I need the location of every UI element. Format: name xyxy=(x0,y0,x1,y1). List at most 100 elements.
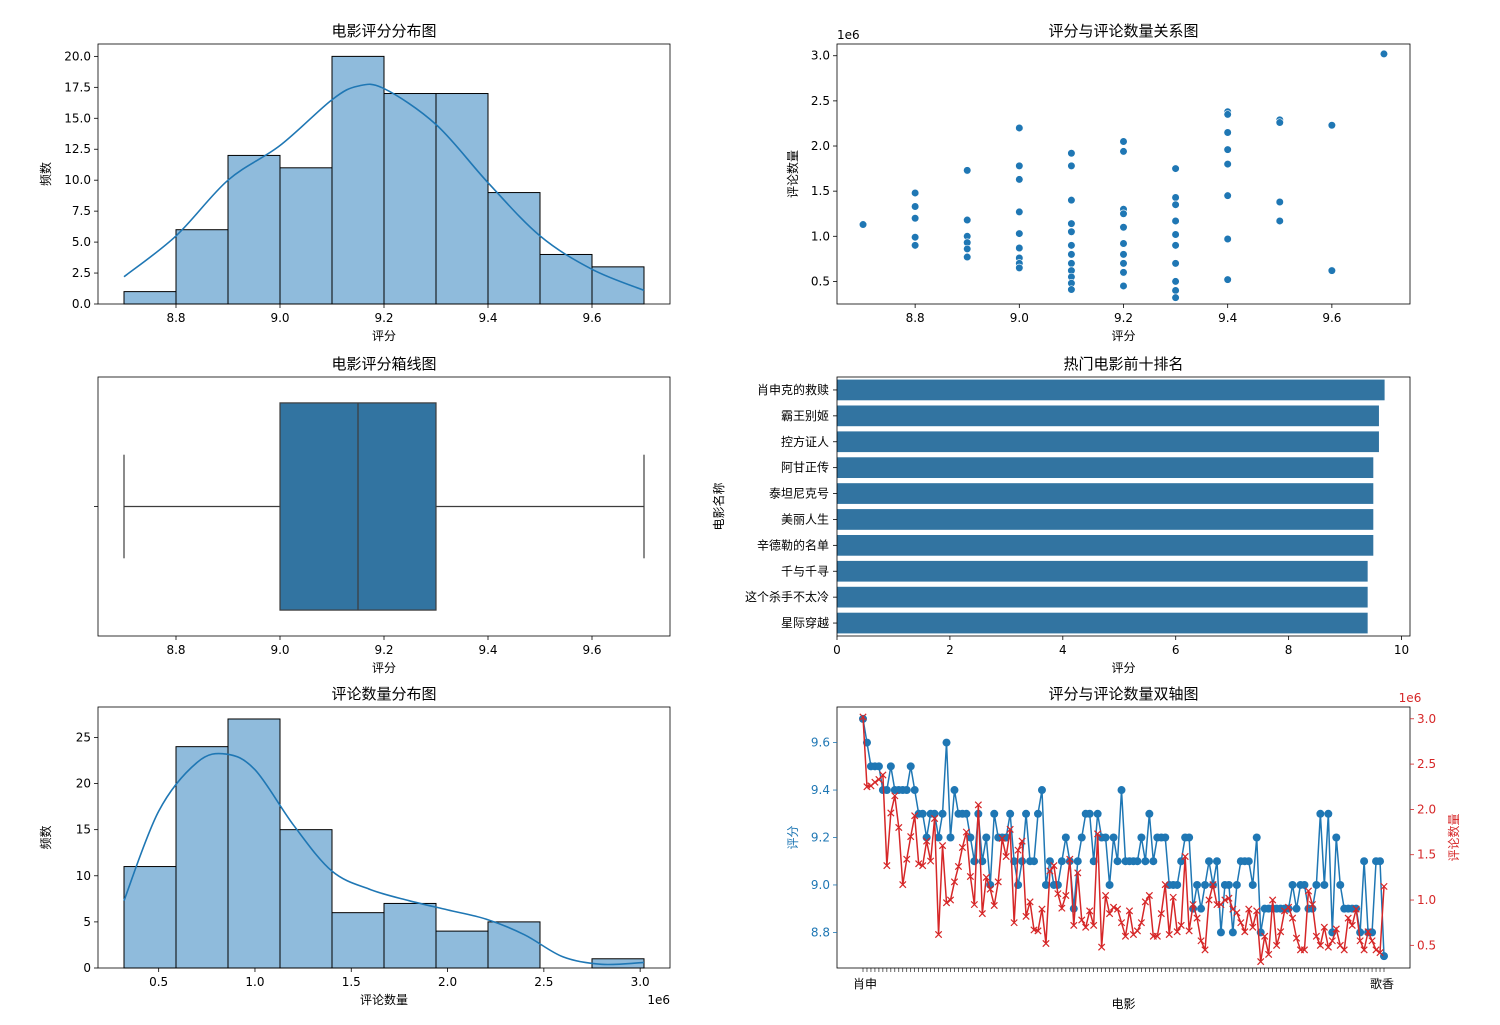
comments-hist-kde-line xyxy=(123,752,645,966)
box-title: 电影评分箱线图 xyxy=(331,355,436,373)
dual-comments-marker xyxy=(1145,891,1153,900)
rating-hist-y-tick-label: 15.0 xyxy=(64,111,91,125)
dual-rating-marker xyxy=(1288,880,1297,889)
dual-comments-marker xyxy=(923,837,931,845)
dual-rating-marker xyxy=(1244,857,1253,866)
dual-rating-marker xyxy=(1193,880,1202,889)
top10-xlabel: 评分 xyxy=(1111,661,1135,675)
dual-rating-marker xyxy=(962,809,971,818)
rating-hist-bar xyxy=(175,229,229,305)
comments-hist-x-tick-label: 3.0 xyxy=(631,975,650,989)
scatter-point xyxy=(963,166,972,175)
rating-hist-y-tick-label: 12.5 xyxy=(64,142,91,156)
dual-comments-marker xyxy=(1074,869,1082,877)
comments-hist-bar xyxy=(487,921,541,969)
comments-hist-x-tick-label: 2.5 xyxy=(534,975,553,989)
comments-hist-frame xyxy=(97,706,671,969)
dual-comments-marker xyxy=(1233,909,1241,917)
scatter-point xyxy=(1119,137,1128,146)
dual-comments-marker xyxy=(1352,905,1360,913)
dual-comments-marker xyxy=(938,842,947,850)
dual-rating-marker xyxy=(1105,880,1114,889)
dual-rating-marker xyxy=(1041,880,1050,889)
dual-y-right-tick-label: 2.0 xyxy=(1417,802,1436,816)
scatter-point xyxy=(1015,123,1024,133)
top10-bar xyxy=(837,405,1379,427)
scatter-y-tick-label: 1.0 xyxy=(811,229,830,243)
dual-comments-marker xyxy=(1046,867,1054,875)
dual-rating-marker xyxy=(950,786,959,795)
scatter-point xyxy=(1067,219,1076,228)
scatter-point xyxy=(1015,263,1024,272)
dual-comments-marker xyxy=(1109,903,1118,911)
rating-hist-y-tick-label: 20.0 xyxy=(64,49,91,63)
top10-bar xyxy=(837,483,1374,504)
top10-category-label: 美丽人生 xyxy=(781,512,829,526)
dual-comments-marker xyxy=(1272,941,1281,949)
dual-rating-marker xyxy=(1332,833,1341,842)
dual-comments-marker xyxy=(1058,904,1066,912)
scatter-point xyxy=(963,252,972,262)
dual-comments-marker xyxy=(994,878,1002,886)
comments-hist-x-tick-label: 2.0 xyxy=(438,975,457,989)
dual-comments-marker xyxy=(1090,921,1098,930)
scatter-point xyxy=(1327,121,1336,130)
scatter-point xyxy=(1119,209,1128,218)
scatter-point xyxy=(1067,285,1076,294)
dual-rating-marker xyxy=(990,809,999,818)
dual-rating-marker xyxy=(1073,857,1082,866)
rating-hist-bar xyxy=(227,154,281,305)
scatter-point xyxy=(1171,286,1180,295)
dual-rating-marker xyxy=(902,786,911,795)
dual-rating-marker xyxy=(1030,857,1039,866)
dual-comments-marker xyxy=(1018,837,1026,845)
dual-comments-marker xyxy=(1165,930,1173,939)
dual-comments-marker xyxy=(1372,946,1380,954)
top10-x-tick-label: 6 xyxy=(1172,643,1180,657)
dual-comments-marker xyxy=(1205,896,1213,904)
dual-comments-marker xyxy=(1201,946,1209,954)
dual-y-left-tick-label: 9.0 xyxy=(811,878,830,892)
scatter-x-tick-label: 8.8 xyxy=(906,311,925,325)
scatter-point xyxy=(963,244,972,254)
dual-comments-marker xyxy=(1014,846,1022,854)
scatter-point xyxy=(1171,216,1180,226)
dual-comments-marker xyxy=(1050,861,1058,870)
scatter-point xyxy=(1067,259,1076,268)
dual-comments-marker xyxy=(907,832,915,841)
scatter-point xyxy=(1067,227,1076,236)
top10-category-label: 千与千寻 xyxy=(781,564,829,578)
rating-hist-bar xyxy=(331,55,385,305)
dual-comments-marker xyxy=(1066,855,1074,863)
scatter-point xyxy=(1223,275,1232,284)
dual-rating-marker xyxy=(1101,833,1110,842)
box-x-tick-label: 9.2 xyxy=(374,643,393,657)
dual-y-left-tick-label: 9.4 xyxy=(811,783,830,797)
scatter-x-tick-label: 9.2 xyxy=(1114,311,1133,325)
dual-comments-marker xyxy=(962,828,971,836)
top10-bar xyxy=(837,560,1368,582)
dual-comments-marker xyxy=(1376,948,1384,957)
top10-category-label: 辛德勒的名单 xyxy=(757,537,829,552)
comments-hist-y-tick-label: 10 xyxy=(76,869,91,883)
dual-rating-marker xyxy=(1201,880,1210,889)
dual-rating-marker xyxy=(1137,833,1146,842)
dual-comments-marker xyxy=(1157,910,1165,918)
dual-comments-marker xyxy=(1316,941,1324,949)
dual-comments-marker xyxy=(1042,939,1050,948)
dual-comments-marker xyxy=(1078,916,1086,924)
dual-rating-marker xyxy=(906,762,915,771)
scatter-offset-label: 1e6 xyxy=(837,28,860,42)
scatter-point xyxy=(1067,250,1076,259)
dual-comments-marker xyxy=(946,896,955,904)
dual-comments-marker xyxy=(1161,881,1169,889)
scatter-point xyxy=(911,233,920,242)
rating-hist-x-tick-label: 9.2 xyxy=(374,311,393,325)
box-x-tick-label: 8.8 xyxy=(166,643,185,657)
dual-rating-marker xyxy=(934,833,943,842)
dual-rating-marker xyxy=(1117,786,1126,795)
dual-ylabel-right: 评论数量 xyxy=(1446,813,1461,861)
scatter-point xyxy=(1275,216,1284,226)
dual-comments-marker xyxy=(1288,914,1297,922)
dual-comments-marker xyxy=(1221,896,1229,904)
